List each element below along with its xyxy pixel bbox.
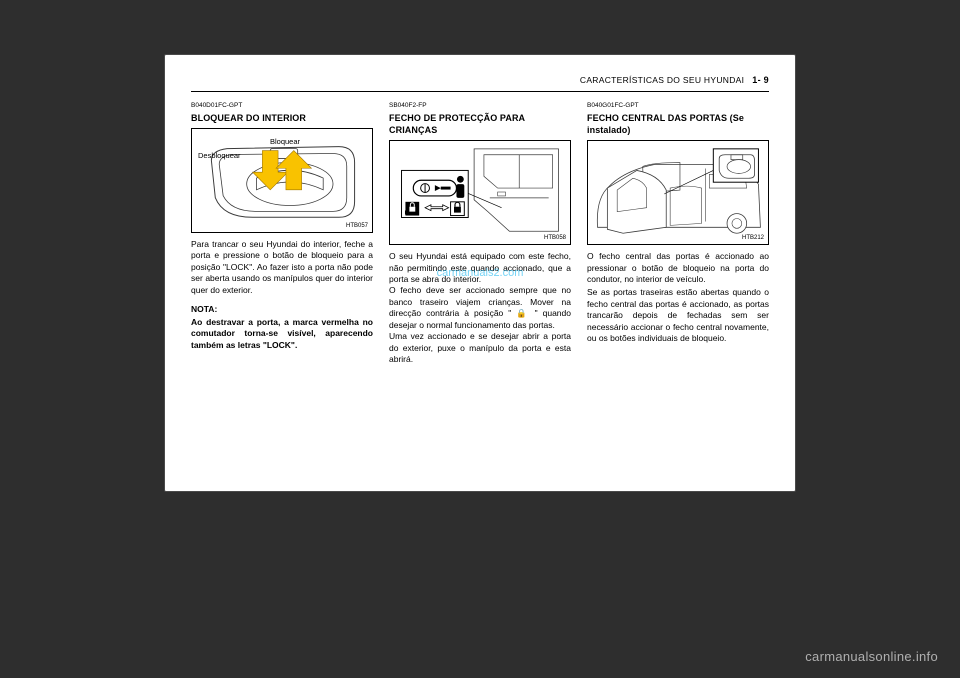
section-title: BLOQUEAR DO INTERIOR bbox=[191, 112, 373, 124]
chapter-title: CARACTERÍSTICAS DO SEU HYUNDAI bbox=[580, 75, 744, 85]
section-title: FECHO DE PROTECÇÃO PARA CRIANÇAS bbox=[389, 112, 571, 136]
body-text-2: Se as portas traseiras estão abertas qua… bbox=[587, 287, 769, 344]
ref-code: SB040F2-FP bbox=[389, 102, 571, 111]
body-text-2: O fecho deve ser accionado sempre que no… bbox=[389, 285, 571, 331]
label-unlock: Desbloquear bbox=[198, 151, 241, 161]
figure-code: HTB058 bbox=[544, 234, 566, 242]
page-number: 1- 9 bbox=[752, 75, 769, 85]
body-text-1: O fecho central das portas é accionado a… bbox=[587, 251, 769, 285]
header-rule bbox=[191, 91, 769, 92]
manual-page: CARACTERÍSTICAS DO SEU HYUNDAI 1- 9 B040… bbox=[164, 54, 796, 492]
figure-door-handle: Bloquear Desbloquear HTB057 bbox=[191, 128, 373, 233]
figure-central-lock: HTB212 bbox=[587, 140, 769, 245]
nota-label: NOTA: bbox=[191, 304, 373, 315]
column-1: B040D01FC-GPT BLOQUEAR DO INTERIOR Bloqu… bbox=[191, 102, 373, 366]
figure-child-lock: L HTB058 bbox=[389, 140, 571, 245]
body-text: Para trancar o seu Hyundai do interior, … bbox=[191, 239, 373, 296]
column-3: B040G01FC-GPT FECHO CENTRAL DAS PORTAS (… bbox=[587, 102, 769, 366]
body-text-1: O seu Hyundai está equipado com este fec… bbox=[389, 251, 571, 285]
ref-code: B040G01FC-GPT bbox=[587, 102, 769, 111]
columns: B040D01FC-GPT BLOQUEAR DO INTERIOR Bloqu… bbox=[191, 102, 769, 366]
section-title: FECHO CENTRAL DAS PORTAS (Se instalado) bbox=[587, 112, 769, 136]
label-lock: Bloquear bbox=[270, 137, 300, 147]
child-lock-svg: L bbox=[390, 141, 570, 244]
figure-code: HTB057 bbox=[346, 222, 368, 230]
body-text-3: Uma vez accionado e se desejar abrir a p… bbox=[389, 331, 571, 365]
column-2: SB040F2-FP FECHO DE PROTECÇÃO PARA CRIAN… bbox=[389, 102, 571, 366]
central-lock-svg bbox=[588, 141, 768, 244]
page-header: CARACTERÍSTICAS DO SEU HYUNDAI 1- 9 bbox=[191, 75, 769, 85]
figure-code: HTB212 bbox=[742, 234, 764, 242]
footer-source: carmanualsonline.info bbox=[805, 649, 938, 664]
nota-text: Ao destravar a porta, a marca vermelha n… bbox=[191, 317, 373, 351]
ref-code: B040D01FC-GPT bbox=[191, 102, 373, 111]
